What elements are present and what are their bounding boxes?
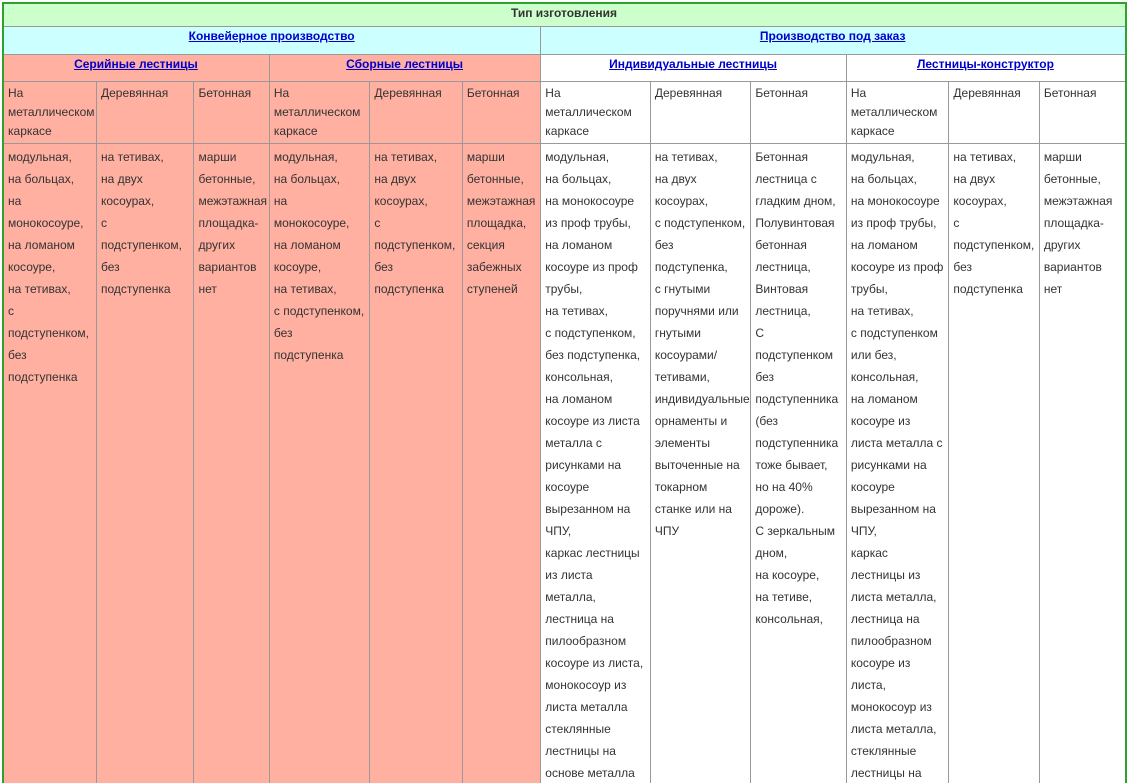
individual-stairs-link[interactable]: Индивидуальные лестницы [609,56,777,71]
constructor-stairs-cell: Лестницы-конструктор [845,53,1127,82]
table-title: Тип изготовления [2,2,1127,27]
content-individual-concrete: Бетонная лестница с гладким дном, Полуви… [750,142,847,783]
content-prefab-metal: модульная, на больцах, на монокосоуре, н… [268,142,371,783]
column-header-wood-2: Деревянная [369,80,463,144]
title-row: Тип изготовления [2,2,1127,27]
content-individual-wood: на тетивах, на двух косоурах, с подступе… [649,142,752,783]
column-header-metal-1: На металлическом каркасе [2,80,97,144]
column-header-row: На металлическом каркасе Деревянная Бето… [2,80,1127,144]
content-constructor-concrete: марши бетонные, межэтажная площадка- дру… [1038,142,1127,783]
column-header-metal-3: На металлическом каркасе [540,80,651,144]
individual-stairs-cell: Индивидуальные лестницы [540,53,847,82]
column-header-wood-4: Деревянная [948,80,1040,144]
conveyor-production-link[interactable]: Конвейерное производство [188,28,355,43]
column-header-concrete-3: Бетонная [750,80,847,144]
custom-production-cell: Производство под заказ [540,25,1127,55]
column-header-wood-3: Деревянная [649,80,752,144]
content-row: модульная, на больцах, на монокосоуре, н… [2,142,1127,783]
content-individual-metal: модульная, на больцах, на монокосоуре из… [540,142,651,783]
content-serial-wood: на тетивах, на двух косоурах, с подступе… [95,142,195,783]
column-header-wood-1: Деревянная [95,80,195,144]
column-header-metal-4: На металлическом каркасе [845,80,950,144]
constructor-stairs-link[interactable]: Лестницы-конструктор [916,56,1054,71]
content-constructor-wood: на тетивах, на двух косоурах, с подступе… [948,142,1040,783]
conveyor-production-cell: Конвейерное производство [2,25,542,55]
column-header-concrete-1: Бетонная [193,80,270,144]
serial-stairs-cell: Серийные лестницы [2,53,270,82]
column-header-concrete-2: Бетонная [461,80,542,144]
custom-production-link[interactable]: Производство под заказ [759,28,906,43]
column-header-metal-2: На металлическом каркасе [268,80,371,144]
content-prefab-wood: на тетивах, на двух косоурах, с подступе… [369,142,463,783]
prefab-stairs-cell: Сборные лестницы [268,53,542,82]
column-header-concrete-4: Бетонная [1038,80,1127,144]
production-row: Конвейерное производство Производство по… [2,25,1127,55]
group-row: Серийные лестницы Сборные лестницы Индив… [2,53,1127,82]
serial-stairs-link[interactable]: Серийные лестницы [74,56,198,71]
content-serial-concrete: марши бетонные, межэтажная площадка- дру… [193,142,270,783]
content-prefab-concrete: марши бетонные, межэтажная площадка, сек… [461,142,542,783]
prefab-stairs-link[interactable]: Сборные лестницы [346,56,464,71]
content-serial-metal: модульная, на больцах, на монокосоуре, н… [2,142,97,783]
content-constructor-metal: модульная, на больцах, на монокосоуре из… [845,142,950,783]
